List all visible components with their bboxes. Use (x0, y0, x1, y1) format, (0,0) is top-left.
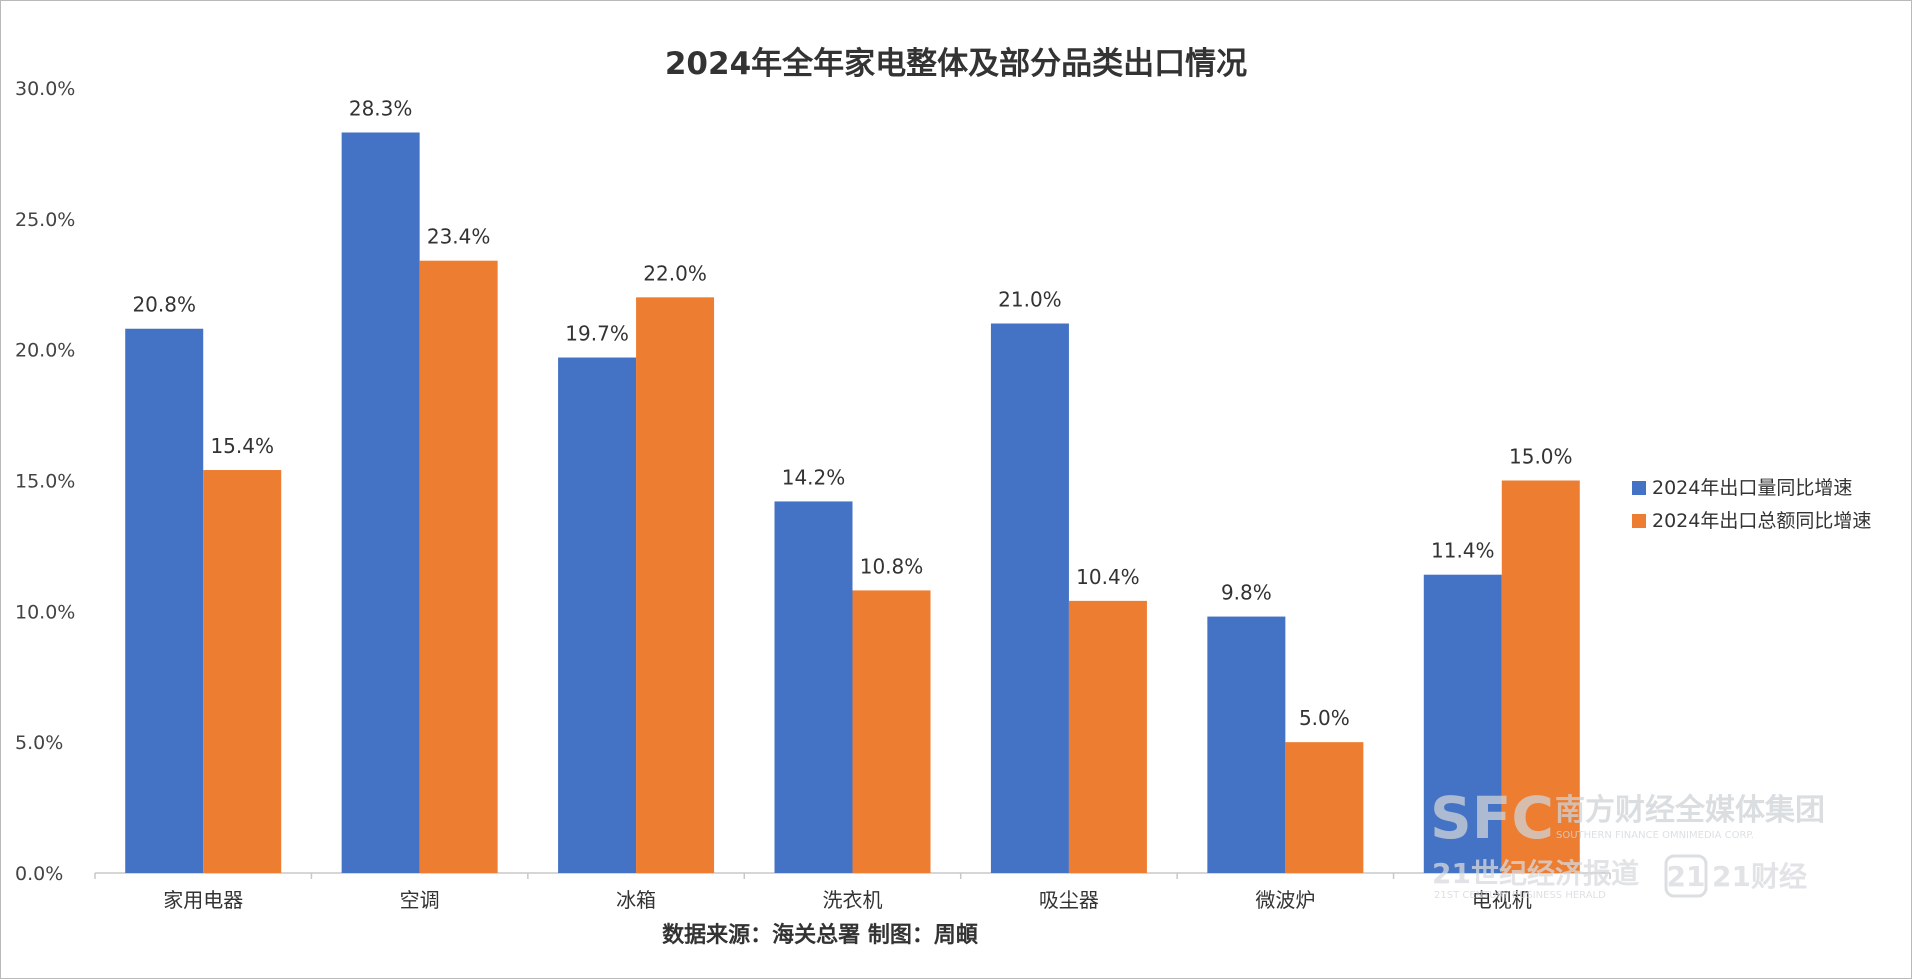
bar-series (125, 132, 1580, 873)
bar-series-1 (125, 328, 204, 873)
x-tick-label: 家用电器 (163, 888, 243, 912)
y-tick-label: 25.0% (15, 209, 75, 231)
bar-series-1 (558, 357, 637, 873)
legend-entry: 2024年出口总额同比增速 (1652, 510, 1871, 532)
watermark-brand: 南方财经全媒体集团 (1555, 793, 1825, 828)
bar-series-1 (990, 323, 1069, 873)
data-label: 22.0% (643, 261, 707, 285)
data-label: 5.0% (1299, 706, 1350, 730)
y-tick-label: 0.0% (15, 863, 63, 885)
bar-series-2 (203, 470, 282, 873)
x-tick-label: 电视机 (1472, 888, 1532, 912)
data-label: 9.8% (1221, 581, 1272, 605)
watermark-paper: 21世纪经济报道 (1432, 857, 1639, 890)
x-tick-label: 冰箱 (616, 888, 656, 912)
source-note: 数据来源：海关总署 制图：周頔 (662, 922, 979, 948)
data-label: 10.4% (1076, 565, 1140, 589)
data-label: 20.8% (132, 293, 196, 317)
bar-series-1 (341, 132, 420, 873)
watermark-brand-en: SOUTHERN FINANCE OMNIMEDIA CORP. (1556, 830, 1754, 841)
bar-series-1 (1423, 574, 1502, 873)
chart-title: 2024年全年家电整体及部分品类出口情况 (665, 46, 1247, 82)
legend: 2024年出口量同比增速 2024年出口总额同比增速 (1632, 477, 1871, 532)
y-axis: 0.0% 5.0% 10.0% 15.0% 20.0% 25.0% 30.0% (15, 78, 75, 885)
data-label: 15.4% (210, 434, 274, 458)
x-tick-label: 空调 (400, 888, 440, 912)
bar-series-2 (1501, 480, 1580, 873)
y-tick-label: 30.0% (15, 78, 75, 100)
x-tick-label: 微波炉 (1255, 888, 1315, 912)
bar-series-2 (1285, 742, 1364, 873)
x-tick-label: 洗衣机 (823, 888, 883, 912)
y-tick-label: 10.0% (15, 601, 75, 623)
watermark-app: 21财经 (1712, 860, 1807, 893)
data-label: 23.4% (427, 225, 491, 249)
bar-series-1 (774, 501, 853, 873)
y-tick-label: 20.0% (15, 340, 75, 362)
watermark-paper-en: 21ST CENTURY BUSINESS HERALD (1434, 890, 1606, 901)
bar-series-1 (1207, 616, 1286, 873)
data-label: 15.0% (1509, 445, 1573, 469)
data-label: 11.4% (1431, 539, 1495, 563)
y-tick-label: 5.0% (15, 732, 63, 754)
data-label: 14.2% (782, 465, 846, 489)
data-label: 10.8% (860, 554, 924, 578)
legend-entry: 2024年出口量同比增速 (1652, 477, 1852, 499)
bar-series-2 (419, 260, 498, 873)
legend-swatch (1632, 514, 1646, 528)
watermark-app-badge: 21 (1667, 860, 1706, 893)
data-label: 19.7% (565, 322, 629, 346)
watermark-app-badge-frame (1664, 854, 1708, 898)
y-tick-label: 15.0% (15, 471, 75, 493)
legend-swatch (1632, 481, 1646, 495)
data-label: 28.3% (349, 96, 413, 120)
bar-series-2 (636, 297, 715, 873)
x-tick-label: 吸尘器 (1039, 888, 1099, 912)
data-label: 21.0% (998, 288, 1062, 312)
bar-series-2 (852, 590, 931, 873)
x-axis: 家用电器 空调 冰箱 洗衣机 吸尘器 微波炉 电视机 (94, 872, 1611, 912)
data-labels: 20.8% 28.3% 19.7% 14.2% 21.0% 9.8% 11.4% 15.4% 2… (132, 96, 1572, 730)
bar-series-2 (1068, 600, 1147, 873)
watermark: SFC 南方财经全媒体集团 SOUTHERN FINANCE OMNIMEDIA… (1430, 784, 1825, 901)
watermark-logo: SFC (1430, 784, 1554, 852)
